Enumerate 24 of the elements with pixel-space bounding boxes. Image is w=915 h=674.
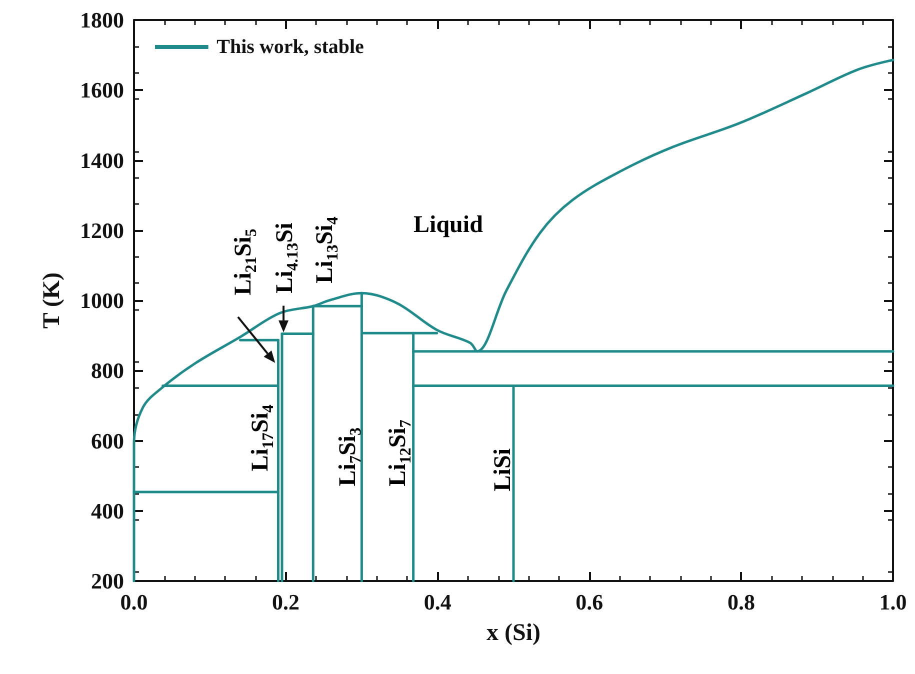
x-axis-title: x (Si) [486,620,540,646]
annotation: Li4.13Si [272,222,302,294]
annotation: Li7Si3 [335,428,364,486]
legend-label: This work, stable [216,36,364,58]
x-tick-label: 0.8 [727,590,755,614]
annotation: Liquid [414,212,484,238]
x-tick-label: 0.2 [272,590,300,614]
y-tick-label: 800 [91,358,124,384]
y-tick-label: 400 [91,498,124,524]
y-tick-label: 1400 [80,148,124,173]
x-tick-label: 1.0 [879,590,907,614]
annotation: Li12Si7 [385,420,415,486]
x-tick-label: 0.6 [576,590,604,614]
y-tick-label: 1600 [80,78,124,103]
x-tick-label: 0.4 [424,590,452,614]
annotation: Li21Si5 [230,228,260,296]
y-tick-label: 1000 [80,288,124,313]
y-axis-title: T (K) [39,272,65,329]
y-tick-label: 1200 [80,218,124,243]
annotation: Li13Si4 [312,216,342,284]
y-tick-label: 1800 [80,8,124,32]
annotation: Li17Si4 [248,404,278,472]
y-tick-label: 600 [91,428,124,454]
annotation: LiSi [490,448,516,492]
